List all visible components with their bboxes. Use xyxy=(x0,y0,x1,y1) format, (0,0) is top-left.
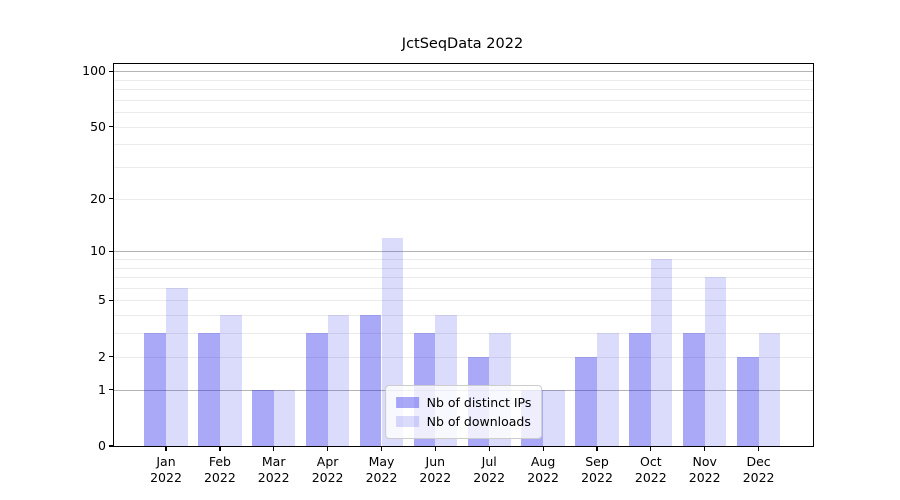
y-tick-label: 100 xyxy=(82,63,106,79)
bar-downloads-dec xyxy=(758,333,781,446)
y-tick-mark xyxy=(109,70,114,72)
minor-gridline xyxy=(114,287,813,289)
bar-distinct-ips-mar xyxy=(252,389,274,446)
bar-downloads-aug xyxy=(543,389,565,446)
minor-gridline xyxy=(114,315,813,317)
legend-label-downloads: Nb of downloads xyxy=(426,414,531,429)
minor-gridline xyxy=(114,356,813,358)
minor-gridline xyxy=(114,267,813,269)
y-tick-label: 0 xyxy=(98,438,106,453)
x-tick-label: Apr 2022 xyxy=(311,454,344,485)
major-gridline xyxy=(114,71,813,73)
y-tick-mark xyxy=(109,389,114,391)
x-tick-label: Jul 2022 xyxy=(473,454,506,485)
minor-gridline xyxy=(114,333,813,335)
x-tick-label: Jun 2022 xyxy=(419,454,452,485)
major-gridline xyxy=(114,251,813,253)
x-tick-mark xyxy=(758,446,760,451)
x-tick-mark xyxy=(542,446,544,451)
bar-downloads-apr xyxy=(327,315,350,446)
minor-gridline xyxy=(114,126,813,128)
x-tick-mark xyxy=(596,446,598,451)
y-tick-label: 1 xyxy=(98,381,106,397)
y-tick-label: 5 xyxy=(98,292,106,308)
bar-downloads-jan xyxy=(166,287,188,446)
legend-swatch-downloads-icon xyxy=(395,416,419,427)
x-tick-mark xyxy=(434,446,436,451)
chart-title: JctSeqData 2022 xyxy=(401,36,524,52)
bar-distinct-ips-nov xyxy=(683,333,705,446)
bar-downloads-sep xyxy=(597,333,619,446)
x-tick-label: May 2022 xyxy=(365,454,398,485)
bar-distinct-ips-oct xyxy=(629,333,651,446)
legend-swatch-distinct-ips-icon xyxy=(395,397,419,408)
y-tick-label: 50 xyxy=(90,118,106,134)
x-tick-label: Dec 2022 xyxy=(742,454,775,485)
minor-gridline xyxy=(114,277,813,279)
minor-gridline xyxy=(114,99,813,101)
bar-distinct-ips-may xyxy=(359,315,382,446)
bar-downloads-nov xyxy=(704,277,727,446)
minor-gridline xyxy=(114,167,813,168)
y-tick-mark xyxy=(109,250,114,252)
x-tick-label: Oct 2022 xyxy=(634,454,667,485)
bar-distinct-ips-apr xyxy=(305,333,328,446)
x-tick-mark xyxy=(273,446,275,451)
bar-downloads-mar xyxy=(273,389,296,446)
y-tick-mark xyxy=(109,299,114,302)
minor-gridline xyxy=(114,79,813,81)
y-tick-mark xyxy=(109,356,114,358)
x-tick-mark xyxy=(488,446,490,451)
x-tick-mark xyxy=(650,446,652,451)
x-tick-mark xyxy=(704,446,706,451)
minor-gridline xyxy=(114,198,813,200)
bar-downloads-oct xyxy=(650,258,673,446)
minor-gridline xyxy=(114,144,813,146)
y-tick-mark xyxy=(109,198,114,200)
bar-downloads-feb xyxy=(219,315,242,446)
x-tick-label: Sep 2022 xyxy=(581,454,613,485)
x-tick-mark xyxy=(165,446,167,451)
minor-gridline xyxy=(114,89,813,90)
x-tick-label: Mar 2022 xyxy=(257,454,290,485)
bar-distinct-ips-dec xyxy=(736,356,759,446)
x-tick-mark xyxy=(327,446,329,451)
y-tick-mark xyxy=(109,445,114,447)
x-tick-mark xyxy=(380,446,383,451)
x-tick-label: Nov 2022 xyxy=(688,454,721,485)
y-tick-label: 2 xyxy=(98,348,106,364)
legend-label-distinct-ips: Nb of distinct IPs xyxy=(426,395,532,410)
y-tick-mark xyxy=(109,126,114,128)
bar-distinct-ips-feb xyxy=(198,333,220,446)
y-tick-label: 10 xyxy=(90,243,106,259)
bar-distinct-ips-jan xyxy=(144,333,166,446)
x-tick-label: Aug 2022 xyxy=(527,454,559,485)
minor-gridline xyxy=(114,258,813,260)
legend-item-downloads: Nb of downloads xyxy=(395,413,532,430)
legend: Nb of distinct IPs Nb of downloads xyxy=(384,385,543,439)
minor-gridline xyxy=(114,112,813,114)
plot-area: 0 1 2 5 10 20 50 100 Jan 2022 Feb 2022 Mar 2022 Apr 202… xyxy=(82,63,814,485)
y-tick-label: 20 xyxy=(90,190,106,206)
minor-gridline xyxy=(114,300,813,302)
legend-item-distinct-ips: Nb of distinct IPs xyxy=(395,394,532,411)
bar-distinct-ips-sep xyxy=(575,356,597,446)
x-tick-label: Feb 2022 xyxy=(203,454,236,485)
x-tick-mark xyxy=(219,446,221,451)
x-tick-label: Jan 2022 xyxy=(150,454,182,485)
